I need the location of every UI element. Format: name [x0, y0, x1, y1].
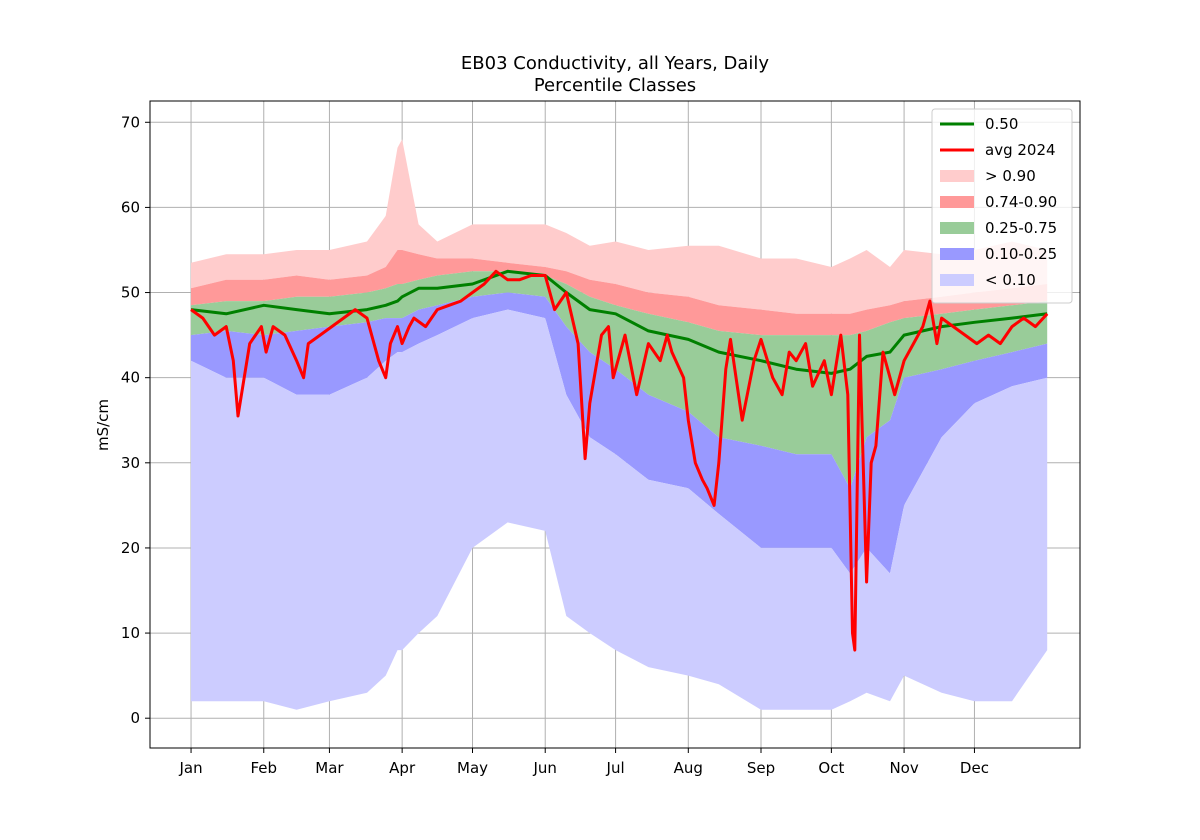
- x-tick-label: Sep: [747, 759, 775, 777]
- x-tick-label: Aug: [674, 759, 703, 777]
- y-tick-label: 0: [130, 709, 140, 727]
- band-area: [191, 250, 1048, 336]
- x-tick-label: Apr: [389, 759, 416, 777]
- y-tick-label: 60: [121, 198, 140, 216]
- y-tick-label: 40: [121, 369, 140, 387]
- x-tick-label: Jan: [178, 759, 202, 777]
- legend-label: < 0.10: [985, 271, 1036, 289]
- series-line: [190, 269, 1049, 652]
- legend-label: 0.50: [985, 115, 1018, 133]
- chart-title: EB03 Conductivity, all Years, Daily: [461, 53, 770, 74]
- legend-label: 0.10-0.25: [985, 245, 1057, 263]
- band-area: [191, 271, 1048, 489]
- band-area: [191, 309, 1048, 710]
- y-tick-label: 30: [121, 454, 140, 472]
- y-axis-label: mS/cm: [94, 399, 112, 451]
- legend-swatch-patch: [940, 170, 974, 182]
- x-tick-label: Mar: [315, 759, 344, 777]
- legend-swatch-patch: [940, 274, 974, 286]
- y-tick-label: 50: [121, 284, 140, 302]
- legend-label: > 0.90: [985, 167, 1036, 185]
- legend-swatch-patch: [940, 196, 974, 208]
- y-tick-label: 70: [121, 113, 140, 131]
- legend-swatch-patch: [940, 248, 974, 260]
- x-tick-label: Jun: [533, 759, 557, 777]
- x-tick-label: Oct: [818, 759, 844, 777]
- series-line: [190, 269, 1048, 375]
- x-tick-label: Dec: [960, 759, 989, 777]
- band-area: [191, 139, 1048, 314]
- legend-label: avg 2024: [985, 141, 1056, 159]
- x-tick-label: Jul: [606, 759, 625, 777]
- x-tick-label: Nov: [889, 759, 918, 777]
- chart-subtitle: Percentile Classes: [534, 75, 696, 96]
- legend-swatch-patch: [940, 222, 974, 234]
- band-area: [191, 292, 1048, 574]
- axes-frame: [149, 100, 1081, 749]
- x-tick-label: Feb: [250, 759, 277, 777]
- x-tick-label: May: [457, 759, 488, 777]
- legend: 0.50 avg 2024 > 0.90 0.74-0.90 0.25-0.75 0.10…: [931, 108, 1073, 304]
- legend-label: 0.74-0.90: [985, 193, 1057, 211]
- y-tick-label: 10: [121, 624, 140, 642]
- plot-area: 0 10 20 30 40 50 60 70 Jan Feb Mar Apr May Jun Jul Aug S…: [121, 100, 1081, 777]
- legend-label: 0.25-0.75: [985, 219, 1057, 237]
- y-tick-label: 20: [121, 539, 140, 557]
